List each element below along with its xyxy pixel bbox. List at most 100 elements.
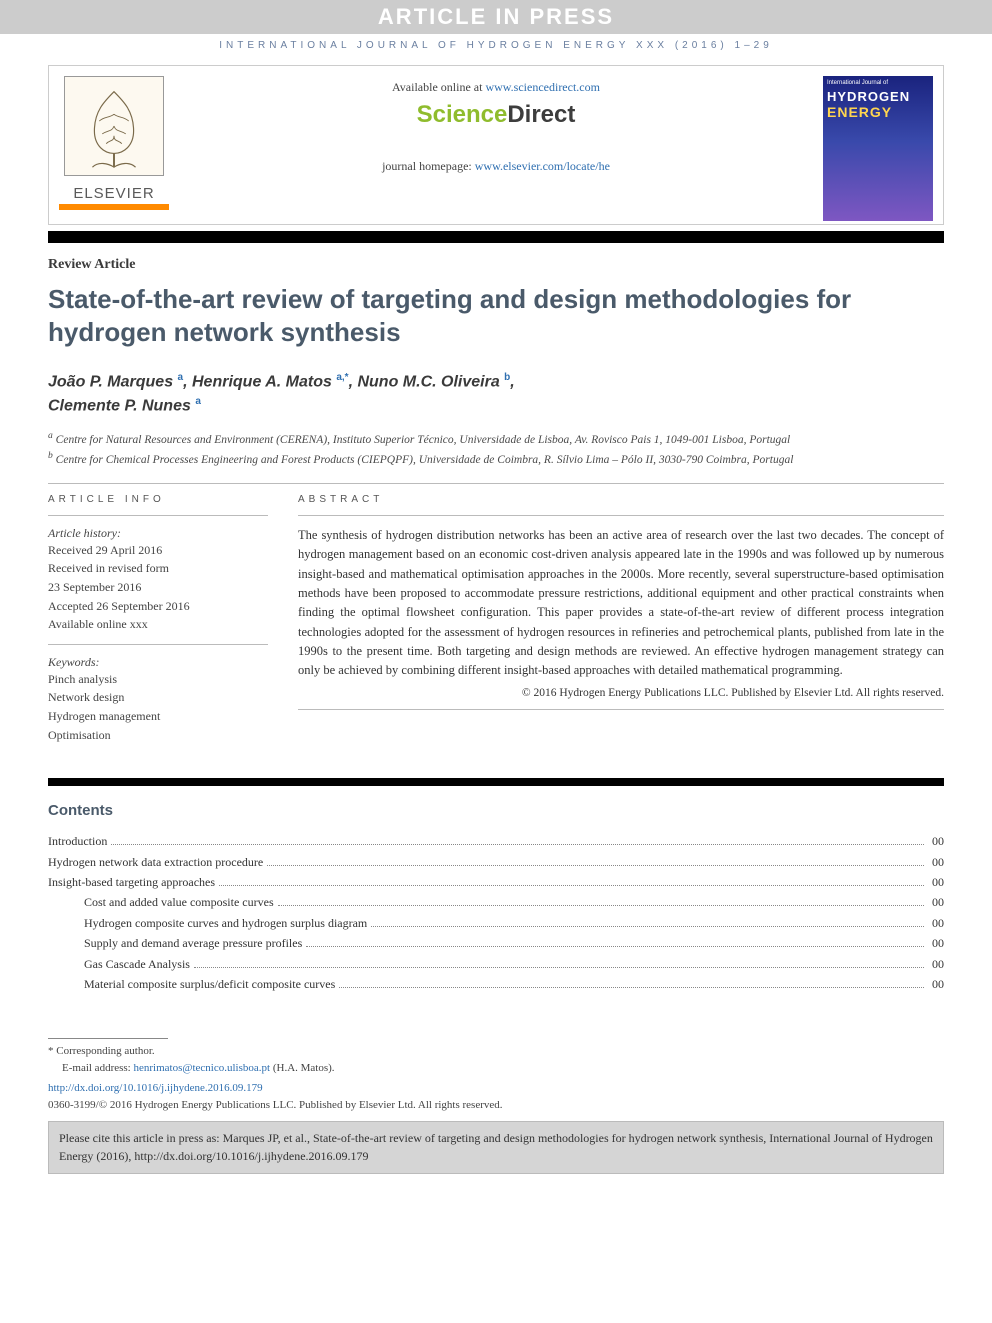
toc-page: 00 [928, 872, 944, 892]
corresponding-author-email-link[interactable]: henrimatos@tecnico.ulisboa.pt [133, 1062, 270, 1074]
toc-page: 00 [928, 892, 944, 912]
table-of-contents: Introduction 00 Hydrogen network data ex… [48, 831, 944, 994]
toc-label: Introduction [48, 831, 107, 851]
elsevier-orange-strip [59, 204, 169, 210]
toc-page: 00 [928, 831, 944, 851]
toc-label: Hydrogen network data extraction procedu… [48, 852, 263, 872]
keyword: Optimisation [48, 726, 268, 745]
keywords-label: Keywords: [48, 655, 268, 670]
toc-page: 00 [928, 913, 944, 933]
journal-cover-small-text: International Journal of [827, 80, 929, 87]
article-info-heading: ARTICLE INFO [48, 494, 268, 505]
toc-row[interactable]: Hydrogen network data extraction procedu… [48, 852, 944, 872]
toc-leader-dots [306, 936, 924, 947]
email-footnote: E-mail address: henrimatos@tecnico.ulisb… [48, 1060, 944, 1077]
history-line: Received in revised form [48, 559, 268, 578]
abstract-copyright: © 2016 Hydrogen Energy Publications LLC.… [298, 687, 944, 699]
keyword: Hydrogen management [48, 707, 268, 726]
keywords-list: Pinch analysis Network design Hydrogen m… [48, 670, 268, 744]
affiliation-a-text: Centre for Natural Resources and Environ… [53, 433, 790, 445]
article-info-column: ARTICLE INFO Article history: Received 2… [48, 494, 268, 744]
toc-page: 00 [928, 933, 944, 953]
abstract-text: The synthesis of hydrogen distribution n… [298, 526, 944, 681]
article-in-press-banner: ARTICLE IN PRESS [0, 0, 992, 34]
affiliations-block: a Centre for Natural Resources and Envir… [48, 429, 944, 469]
toc-row[interactable]: Introduction 00 [48, 831, 944, 851]
toc-page: 00 [928, 974, 944, 994]
toc-leader-dots [278, 896, 924, 907]
authors-line: João P. Marques a, Henrique A. Matos a,*… [48, 370, 944, 419]
toc-page: 00 [928, 852, 944, 872]
author-3: Nuno M.C. Oliveira [357, 373, 499, 390]
affiliation-b-text: Centre for Chemical Processes Engineerin… [53, 454, 794, 466]
toc-page: 00 [928, 954, 944, 974]
masthead: ELSEVIER Available online at www.science… [48, 65, 944, 225]
sciencedirect-logo-direct: Direct [507, 101, 575, 128]
toc-leader-dots [339, 977, 924, 988]
divider-above-info [48, 483, 944, 484]
author-2: Henrique A. Matos [192, 373, 332, 390]
email-tail: (H.A. Matos). [270, 1062, 334, 1074]
keyword: Pinch analysis [48, 670, 268, 689]
email-label: E-mail address: [62, 1062, 133, 1074]
doi-link[interactable]: http://dx.doi.org/10.1016/j.ijhydene.201… [48, 1082, 263, 1094]
corresponding-author-footnote: * Corresponding author. [48, 1043, 944, 1060]
toc-label: Supply and demand average pressure profi… [84, 933, 302, 953]
author-2-affiliation-sup: a, [336, 372, 344, 383]
toc-label: Cost and added value composite curves [84, 892, 274, 912]
elsevier-wordmark: ELSEVIER [59, 185, 169, 202]
history-line: Available online xxx [48, 615, 268, 634]
doi-line: http://dx.doi.org/10.1016/j.ijhydene.201… [48, 1080, 944, 1097]
contents-heading: Contents [48, 802, 944, 819]
toc-label: Material composite surplus/deficit compo… [84, 974, 335, 994]
affiliation-a: a Centre for Natural Resources and Envir… [48, 429, 944, 449]
publisher-logo-block: ELSEVIER [59, 76, 169, 210]
toc-leader-dots [219, 875, 924, 886]
journal-homepage-prefix: journal homepage: [382, 159, 475, 173]
history-line: Accepted 26 September 2016 [48, 597, 268, 616]
toc-leader-dots [194, 957, 924, 968]
divider-info-1 [48, 515, 268, 516]
article-title: State-of-the-art review of targeting and… [48, 283, 944, 348]
toc-row[interactable]: Hydrogen composite curves and hydrogen s… [48, 913, 944, 933]
author-1: João P. Marques [48, 373, 173, 390]
article-type: Review Article [48, 257, 944, 273]
journal-cover-energy: ENERGY [827, 104, 929, 120]
toc-leader-dots [267, 855, 924, 866]
affiliation-b: b Centre for Chemical Processes Engineer… [48, 449, 944, 469]
available-online-prefix: Available online at [392, 80, 485, 94]
footnote-rule [48, 1038, 168, 1039]
toc-row[interactable]: Cost and added value composite curves 00 [48, 892, 944, 912]
journal-homepage-link[interactable]: www.elsevier.com/locate/he [475, 159, 610, 173]
toc-label: Hydrogen composite curves and hydrogen s… [84, 913, 367, 933]
sciencedirect-url-link[interactable]: www.sciencedirect.com [485, 80, 600, 94]
corresponding-author-star[interactable]: * [345, 372, 349, 383]
author-1-affiliation-sup: a [178, 372, 184, 383]
available-online-line: Available online at www.sciencedirect.co… [189, 80, 803, 95]
toc-row[interactable]: Supply and demand average pressure profi… [48, 933, 944, 953]
divider-info-2 [48, 644, 268, 645]
toc-leader-dots [111, 834, 924, 845]
cite-this-article-box: Please cite this article in press as: Ma… [48, 1121, 944, 1174]
divider-abstract-1 [298, 515, 944, 516]
article-history-label: Article history: [48, 526, 268, 541]
info-abstract-row: ARTICLE INFO Article history: Received 2… [48, 494, 944, 744]
divider-bar-mid [48, 778, 944, 786]
history-line: Received 29 April 2016 [48, 541, 268, 560]
toc-label: Gas Cascade Analysis [84, 954, 190, 974]
article-history-lines: Received 29 April 2016 Received in revis… [48, 541, 268, 634]
toc-row[interactable]: Gas Cascade Analysis 00 [48, 954, 944, 974]
journal-cover-thumbnail[interactable]: International Journal of HYDROGEN ENERGY [823, 76, 933, 221]
divider-bar-top [48, 231, 944, 243]
sciencedirect-logo[interactable]: ScienceDirect [189, 101, 803, 129]
journal-cover-hydrogen: HYDROGEN [827, 89, 929, 104]
toc-row[interactable]: Insight-based targeting approaches 00 [48, 872, 944, 892]
corresponding-author-label: Corresponding author. [54, 1045, 155, 1057]
toc-label: Insight-based targeting approaches [48, 872, 215, 892]
author-4: Clemente P. Nunes [48, 398, 191, 415]
toc-row[interactable]: Material composite surplus/deficit compo… [48, 974, 944, 994]
author-4-affiliation-sup: a [195, 396, 201, 407]
author-3-affiliation-sup: b [504, 372, 510, 383]
history-line: 23 September 2016 [48, 578, 268, 597]
issn-copyright-line: 0360-3199/© 2016 Hydrogen Energy Publica… [48, 1097, 944, 1114]
